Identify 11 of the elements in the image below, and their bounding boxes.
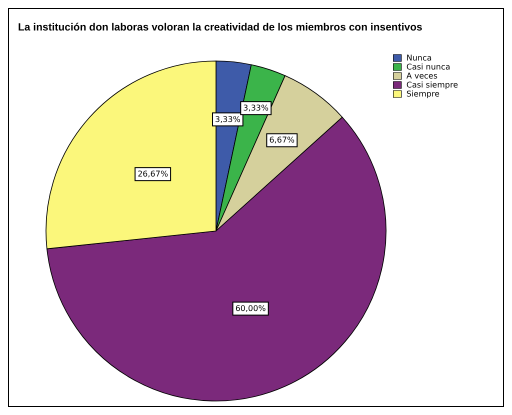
legend-label: Casi nunca: [406, 62, 450, 72]
legend-label: Casi siempre: [406, 80, 458, 90]
data-label: 26,67%: [138, 170, 168, 179]
legend-label: Siempre: [406, 90, 440, 98]
data-label: 60,00%: [235, 304, 266, 314]
legend-label: A veces: [406, 72, 438, 80]
data-label: 3,33%: [243, 104, 269, 113]
chart-title: La institución don laboras voloran la creatividad de los miembros con insentivos: [18, 22, 423, 34]
legend-label: Nunca: [406, 54, 432, 62]
data-label: 6,67%: [269, 136, 296, 145]
data-label: 3,33%: [215, 114, 241, 124]
